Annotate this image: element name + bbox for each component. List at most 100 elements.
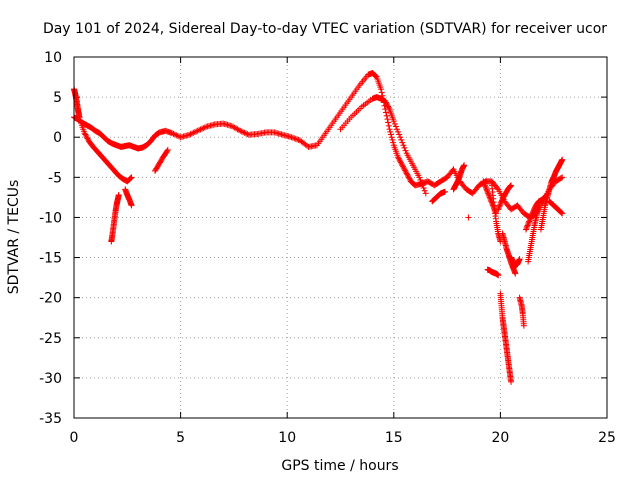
data-point	[398, 136, 405, 143]
data-point	[170, 130, 177, 137]
data-point	[487, 195, 494, 202]
data-point	[524, 223, 531, 230]
data-point	[417, 177, 424, 184]
data-point	[164, 148, 171, 155]
data-point	[397, 158, 404, 165]
data-point	[396, 131, 403, 138]
data-point	[237, 127, 244, 134]
y-tick-label: 5	[53, 90, 62, 106]
series-dip-16	[495, 182, 515, 213]
data-point	[400, 163, 407, 170]
data-point	[171, 131, 178, 138]
data-point	[465, 214, 472, 221]
series-dip-13	[522, 193, 549, 233]
series-dip-0	[108, 191, 122, 245]
data-point	[289, 134, 296, 141]
data-point	[387, 131, 394, 138]
data-point	[461, 162, 468, 169]
data-point	[482, 183, 489, 190]
data-point	[480, 178, 487, 185]
data-point	[557, 209, 564, 216]
data-point	[525, 221, 532, 228]
y-tick-label: 10	[44, 50, 62, 66]
x-axis-label: GPS time / hours	[281, 458, 398, 474]
data-point	[385, 119, 392, 126]
data-point	[492, 207, 499, 214]
data-point	[484, 189, 491, 196]
data-point	[481, 181, 488, 188]
data-point	[542, 193, 549, 200]
data-point	[294, 136, 301, 143]
y-tick-label: -35	[39, 411, 62, 427]
data-point	[383, 100, 390, 107]
y-tick-label: -5	[48, 170, 62, 186]
data-point	[527, 214, 534, 221]
series-dip-5	[484, 266, 502, 279]
data-point	[201, 124, 208, 131]
series-lower-band	[73, 94, 429, 197]
data-point	[187, 131, 194, 138]
y-tick-label: -10	[39, 210, 62, 226]
data-point	[528, 211, 535, 218]
x-tick-label: 15	[385, 430, 403, 446]
data-point	[197, 126, 204, 133]
series-dip-14	[546, 198, 566, 217]
data-points	[71, 70, 566, 385]
data-point	[493, 210, 500, 217]
data-point	[198, 125, 205, 132]
data-point	[402, 168, 409, 175]
series-dip-15	[480, 178, 500, 217]
series-dip-3	[71, 86, 83, 121]
data-point	[393, 126, 400, 133]
data-point	[188, 130, 195, 137]
data-point	[483, 185, 490, 192]
data-point	[194, 127, 201, 134]
data-point	[173, 132, 180, 139]
data-point	[558, 175, 565, 182]
data-point	[485, 191, 492, 198]
series-dip-2	[152, 147, 171, 174]
data-point	[559, 174, 566, 181]
x-tick-label: 20	[491, 430, 509, 446]
data-point	[390, 118, 397, 125]
data-point	[516, 256, 523, 263]
data-point	[495, 272, 502, 279]
data-point	[441, 188, 448, 195]
data-point	[242, 130, 249, 137]
series-dip-12	[537, 156, 566, 233]
data-point	[419, 182, 426, 189]
data-point	[404, 171, 411, 178]
data-point	[399, 162, 406, 169]
data-point	[384, 102, 391, 109]
data-point	[512, 270, 519, 277]
data-point	[489, 202, 496, 209]
data-point	[541, 194, 548, 201]
data-point	[395, 154, 402, 161]
data-point	[488, 198, 495, 205]
axis-ticks: 0 5 10 15 20 25 10 5 0 -5 -10 -15 -20 -25 -30 -35	[39, 50, 616, 446]
data-point	[489, 201, 496, 208]
data-point	[384, 116, 391, 123]
data-point	[421, 187, 428, 194]
data-point	[481, 182, 488, 189]
data-point	[403, 170, 410, 177]
data-point	[492, 209, 499, 216]
data-point	[386, 126, 393, 133]
data-point	[392, 123, 399, 130]
data-point	[486, 193, 493, 200]
data-point	[559, 156, 566, 163]
data-point	[401, 166, 408, 173]
data-point	[76, 114, 83, 121]
series-dip-1	[122, 186, 135, 209]
data-point	[402, 147, 409, 154]
data-point	[484, 187, 491, 194]
data-point	[485, 190, 492, 197]
y-tick-label: 0	[53, 130, 62, 146]
data-point	[416, 174, 423, 181]
data-point	[406, 175, 413, 182]
data-point	[483, 186, 490, 193]
data-point	[200, 125, 207, 132]
data-point	[507, 183, 514, 190]
x-tick-label: 25	[598, 430, 616, 446]
